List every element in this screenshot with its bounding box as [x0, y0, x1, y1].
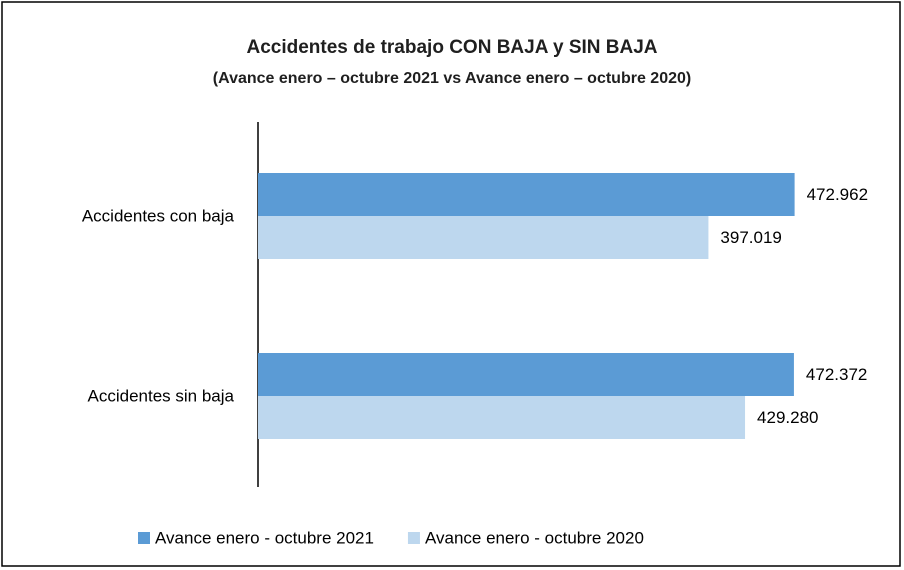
bar — [258, 216, 709, 259]
data-label: 429.280 — [757, 408, 818, 427]
legend-label: Avance enero - octubre 2020 — [425, 528, 644, 547]
data-label: 472.962 — [807, 185, 868, 204]
chart-title: Accidentes de trabajo CON BAJA y SIN BAJ… — [246, 37, 657, 58]
chart-subtitle: (Avance enero – octubre 2021 vs Avance e… — [213, 70, 691, 87]
bar — [258, 353, 794, 396]
y-tick-label: Accidentes sin baja — [88, 386, 235, 405]
y-tick-label: Accidentes con baja — [82, 206, 235, 225]
data-label: 472.372 — [806, 365, 867, 384]
data-label: 397.019 — [720, 228, 781, 247]
bar — [258, 173, 795, 216]
legend-label: Avance enero - octubre 2021 — [155, 528, 374, 547]
legend-swatch — [138, 532, 150, 544]
legend-swatch — [407, 532, 420, 544]
bar — [258, 396, 746, 439]
